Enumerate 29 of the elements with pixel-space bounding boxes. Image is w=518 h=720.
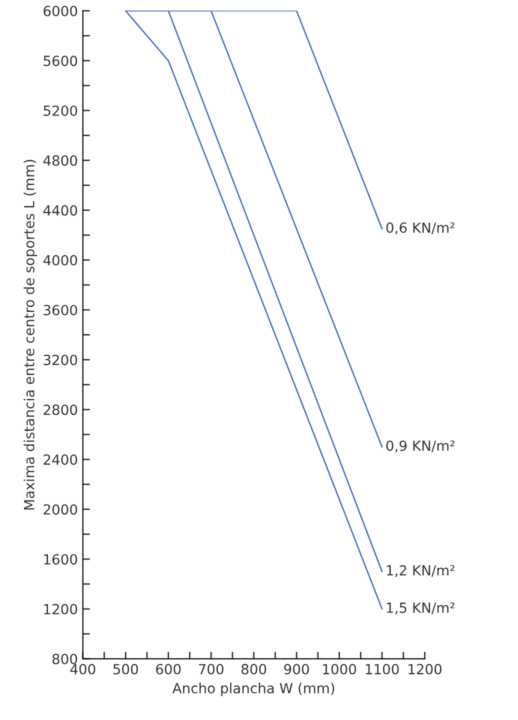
y-tick-label: 1200: [44, 604, 78, 614]
x-tick-label: 800: [242, 664, 266, 674]
y-tick-label: 2800: [44, 404, 78, 416]
x-tick-label: 1200: [408, 664, 442, 674]
x-tick-label: 1100: [366, 664, 399, 674]
y-tick-label: 800: [52, 654, 78, 664]
series-label: 0,6 KN/m²: [386, 222, 454, 234]
y-tick-label: 4400: [43, 205, 78, 216]
y-axis-title: Maxima distancia entre centro de soportes L (mm): [24, 160, 38, 510]
y-tick-label: 3600: [44, 304, 78, 316]
y-tick-label: 5200: [44, 105, 78, 116]
x-tick-label: 1000: [323, 664, 356, 674]
y-tick-label: 4000: [43, 255, 78, 266]
series-label: 1,5 KN/m²: [386, 602, 454, 614]
x-tick-label: 900: [284, 664, 309, 674]
x-tick-label: 700: [198, 664, 224, 674]
series-label: 1,2 KN/m²: [386, 565, 454, 578]
y-tick-label: 4800: [43, 155, 78, 166]
y-tick-label: 2400: [44, 454, 78, 465]
y-tick-label: 1600: [44, 554, 78, 565]
x-axis-title: Ancho plancha W (mm): [172, 682, 334, 696]
x-tick-label: 600: [156, 664, 181, 674]
y-tick-label: 2000: [44, 504, 78, 515]
y-tick-label: 5600: [44, 56, 78, 66]
x-tick-label: 400: [70, 664, 96, 674]
series-label: 0,9 KN/m²: [386, 440, 454, 452]
x-tick-label: 500: [113, 664, 138, 674]
y-tick-label: 6000: [44, 6, 78, 16]
y-tick-label: 3200: [44, 354, 78, 366]
